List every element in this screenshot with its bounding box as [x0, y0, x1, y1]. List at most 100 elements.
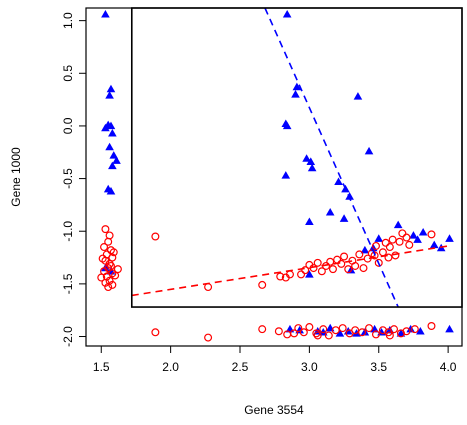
plot-frame: [85, 7, 463, 347]
y-tick-label: -2.0: [61, 326, 75, 347]
fit-lines-layer: [131, 7, 449, 308]
triangle-point: [106, 186, 116, 195]
circle-point: [319, 325, 328, 334]
circle-point: [313, 258, 322, 267]
triangle-point: [109, 151, 119, 159]
circle-point: [98, 254, 107, 263]
x-tick-label: 1.5: [93, 360, 110, 374]
circle-point: [290, 329, 299, 338]
triangle-point: [334, 177, 343, 185]
circle-point: [312, 329, 321, 338]
circle-point: [359, 264, 368, 273]
triangle-point: [292, 82, 302, 91]
circle-point: [355, 250, 364, 259]
circle-point: [344, 265, 353, 274]
circle-point: [204, 333, 213, 342]
circle-point: [108, 253, 117, 262]
triangle-point: [108, 129, 117, 137]
triangle-point: [445, 234, 454, 242]
circle-point: [385, 331, 394, 340]
triangle-point: [339, 214, 349, 222]
y-axis-label: Gene 1000: [9, 147, 23, 207]
circle-point: [274, 327, 283, 336]
circle-point: [365, 324, 374, 333]
triangle-point: [282, 10, 292, 18]
circle-point: [384, 253, 393, 262]
circle-point: [374, 258, 383, 267]
circle-point: [398, 229, 407, 238]
circle-point: [340, 252, 349, 261]
y-tick-label: 0.5: [61, 65, 75, 82]
triangle-point: [291, 90, 300, 98]
circle-point: [100, 243, 109, 252]
triangle-point: [101, 123, 110, 132]
circle-point: [151, 328, 160, 337]
triangle-point: [360, 245, 370, 254]
circle-point: [324, 331, 333, 340]
circle-point: [326, 257, 335, 266]
circle-point: [402, 327, 411, 336]
x-axis: 1.5 2.0 2.5 3.0 3.5 4.0: [93, 345, 457, 374]
circle-point: [405, 240, 414, 249]
triangle-point: [418, 227, 428, 236]
circle-point: [351, 261, 360, 270]
circle-point: [111, 271, 120, 280]
circle-point: [297, 270, 306, 279]
circle-point: [109, 248, 118, 257]
circle-point: [390, 325, 399, 334]
triangle-point: [106, 84, 116, 93]
circle-point: [427, 321, 436, 330]
circle-point: [151, 232, 160, 241]
blue-dashed-line: [264, 7, 399, 308]
triangle-point: [101, 10, 110, 18]
circle-point: [258, 325, 267, 334]
triangle-point: [105, 142, 114, 151]
triangle-point: [374, 234, 384, 242]
triangle-point: [396, 329, 406, 337]
region-box: [130, 7, 463, 308]
circle-point: [294, 324, 303, 333]
circle-point: [305, 323, 314, 332]
circle-point: [113, 265, 122, 274]
triangle-point: [305, 270, 314, 278]
points-layer: [97, 10, 454, 342]
triangle-point: [105, 91, 114, 99]
circle-point: [299, 328, 308, 337]
triangle-point: [282, 121, 292, 130]
x-tick-label: 2.5: [232, 360, 249, 374]
triangle-point: [306, 157, 316, 165]
circle-point: [328, 265, 337, 274]
triangle-point: [406, 324, 415, 333]
triangle-point: [307, 163, 317, 172]
triangle-point: [325, 207, 335, 216]
circle-point: [106, 261, 115, 270]
y-tick-label: 1.0: [61, 12, 75, 29]
circle-point: [370, 251, 379, 260]
y-tick-label: -0.5: [61, 168, 75, 189]
circle-point: [258, 280, 267, 289]
circle-point: [276, 272, 285, 281]
triangle-point: [364, 146, 374, 155]
circle-point: [313, 331, 322, 340]
circle-point: [402, 233, 411, 242]
circle-point: [105, 259, 114, 268]
triangle-point: [108, 161, 117, 170]
x-tick-label: 3.5: [370, 360, 387, 374]
triangle-point: [302, 154, 311, 162]
circle-point: [385, 243, 394, 252]
circle-point: [331, 326, 340, 335]
triangle-point: [345, 192, 354, 200]
triangle-point: [335, 329, 345, 337]
circle-point: [338, 324, 347, 333]
circle-point: [371, 330, 380, 339]
circle-point: [395, 237, 404, 246]
triangle-point: [413, 235, 422, 243]
circle-point: [358, 328, 367, 337]
triangle-point: [409, 231, 418, 239]
circle-point: [388, 235, 397, 244]
circle-point: [333, 255, 342, 264]
circle-point: [378, 248, 387, 257]
circle-point: [105, 231, 114, 240]
x-tick-label: 4.0: [440, 360, 457, 374]
